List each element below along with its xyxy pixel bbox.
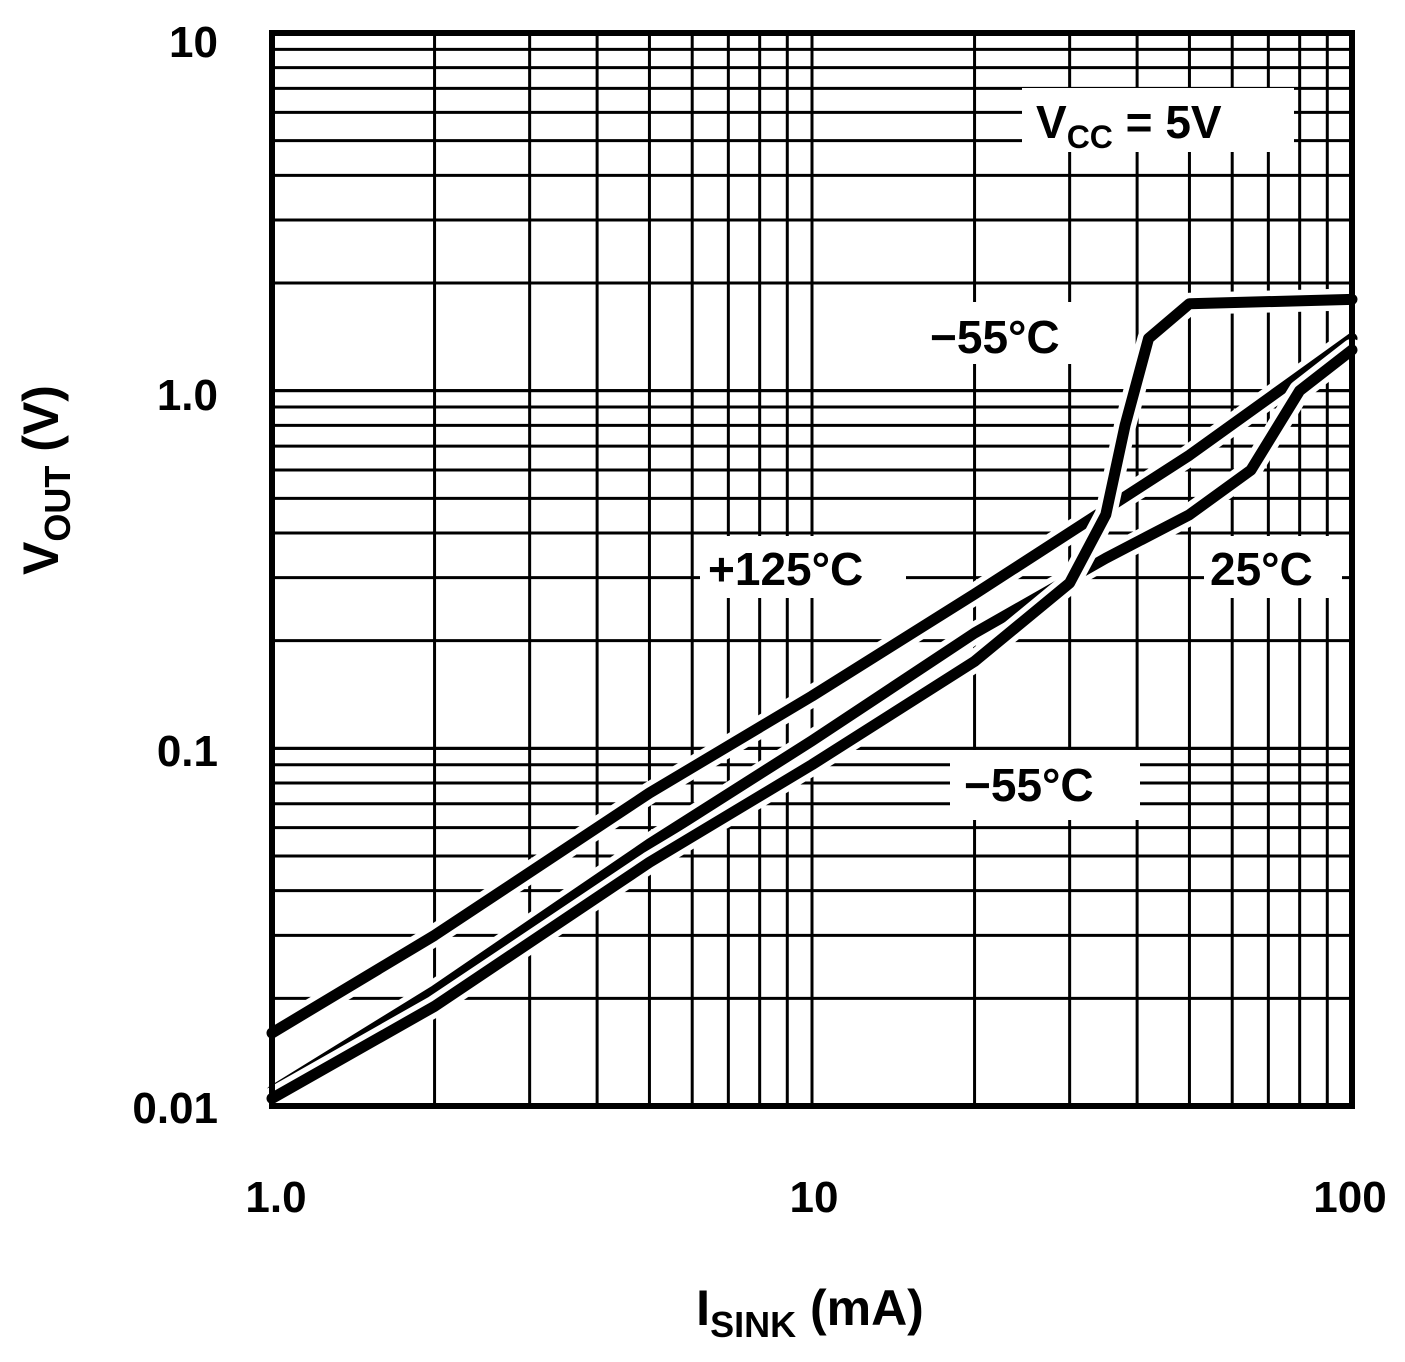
y-tick-label-1.0: 1.0 <box>157 371 218 420</box>
x-tick-label-10: 10 <box>790 1173 839 1222</box>
annotation-25c: 25°C <box>1210 543 1313 595</box>
annotation-bg-25c <box>1204 536 1342 598</box>
curve-125C <box>266 332 1358 1039</box>
grid <box>272 33 1352 1106</box>
annotation-minus55-upper: −55°C <box>930 311 1060 363</box>
annotation-plus125: +125°C <box>708 543 863 595</box>
y-tick-label-10: 10 <box>169 18 218 67</box>
annotation-bg-minus55-lower <box>950 750 1140 820</box>
x-tick-label-1.0: 1.0 <box>245 1173 306 1222</box>
y-tick-label-0.1: 0.1 <box>157 727 218 776</box>
curves <box>261 288 1363 1110</box>
y-tick-label-0.01: 0.01 <box>132 1084 218 1133</box>
x-axis-label: ISINK (mA) <box>696 1280 924 1345</box>
annotation-bg-plus125 <box>700 536 906 598</box>
y-axis-label: VOUT (V) <box>13 385 78 575</box>
annotation-bg-vcc <box>1022 88 1294 152</box>
plot-frame <box>269 30 1355 1109</box>
annotation-vcc: VCC = 5V <box>1036 96 1222 155</box>
curve-55C <box>266 293 1358 1104</box>
annotation-bg-minus55-upper <box>922 302 1100 364</box>
x-tick-label-100: 100 <box>1313 1173 1386 1222</box>
annotation-minus55-lower: −55°C <box>964 759 1094 811</box>
